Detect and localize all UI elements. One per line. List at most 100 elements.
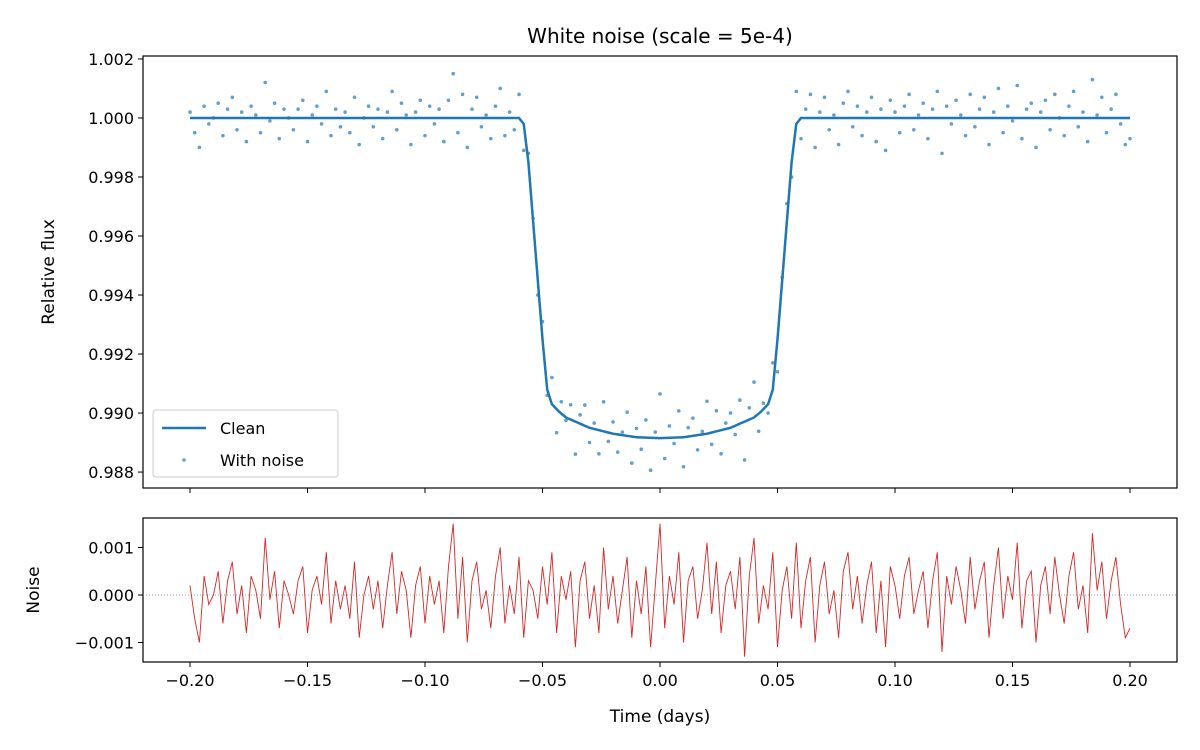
noisy-flux-point <box>554 430 559 435</box>
noisy-flux-point <box>380 136 385 141</box>
noisy-flux-point <box>846 89 850 94</box>
noisy-flux-point <box>239 110 244 114</box>
noisy-flux-point <box>648 468 653 473</box>
noisy-flux-point <box>305 139 310 144</box>
noisy-flux-point <box>695 448 700 452</box>
x-tick-label: −0.15 <box>283 671 332 690</box>
noisy-flux-point <box>634 426 639 431</box>
noisy-flux-point <box>841 101 846 106</box>
axes-frame <box>142 517 1178 663</box>
noisy-flux-point <box>1071 89 1076 94</box>
noisy-flux-point <box>667 424 672 428</box>
noisy-flux-point <box>249 104 253 108</box>
noisy-flux-point <box>709 442 714 447</box>
noisy-flux-point <box>615 450 620 454</box>
noisy-flux-point <box>1123 142 1128 147</box>
noisy-flux-point <box>470 107 474 111</box>
noisy-flux-point <box>592 421 596 425</box>
noisy-flux-point <box>987 142 991 147</box>
noisy-flux-point <box>550 375 554 380</box>
noisy-flux-point <box>456 130 460 135</box>
noisy-flux-point <box>399 101 404 106</box>
noisy-flux-point <box>620 430 625 434</box>
noisy-flux-point <box>1020 136 1024 141</box>
noisy-flux-point <box>301 98 305 103</box>
noisy-flux-point <box>775 369 780 374</box>
noisy-flux-point <box>512 127 517 132</box>
noisy-flux-point <box>799 136 803 141</box>
noisy-flux-point <box>573 452 578 456</box>
noisy-flux-point <box>940 151 944 156</box>
noisy-flux-point <box>329 133 333 138</box>
noisy-flux-point <box>916 113 921 117</box>
noisy-flux-point <box>822 95 827 100</box>
noisy-flux-point <box>738 398 742 402</box>
noisy-flux-point <box>662 456 667 461</box>
noisy-flux-point <box>1024 107 1029 111</box>
noisy-flux-point <box>1109 107 1113 111</box>
noisy-flux-point <box>357 142 362 147</box>
noisy-flux-point <box>192 130 197 135</box>
noisy-flux-point <box>244 139 249 144</box>
x-tick-label: 0.20 <box>1112 671 1148 690</box>
noisy-flux-point <box>310 113 315 117</box>
noisy-flux-point <box>474 95 479 100</box>
noisy-flux-point <box>930 107 935 111</box>
y-tick-label: 0.990 <box>88 404 134 423</box>
noisy-flux-point <box>1090 77 1095 82</box>
noisy-flux-point <box>728 411 733 415</box>
noisy-flux-point <box>756 429 761 434</box>
noisy-flux-point <box>832 113 836 117</box>
noisy-flux-point <box>568 402 573 407</box>
noisy-flux-point <box>376 107 380 111</box>
noisy-flux-point <box>982 95 987 100</box>
noisy-flux-point <box>507 110 512 114</box>
y-tick-label: 0.996 <box>88 227 134 246</box>
noisy-flux-point <box>959 113 963 117</box>
noisy-flux-point <box>761 401 766 406</box>
x-tick-label: 0.10 <box>877 671 913 690</box>
legend-marker-noise <box>182 458 186 462</box>
x-tick-label: −0.20 <box>165 671 214 690</box>
noisy-flux-point <box>479 125 484 129</box>
noisy-flux-point <box>742 458 747 462</box>
noisy-flux-point <box>686 425 690 430</box>
noisy-flux-point <box>836 142 841 147</box>
noisy-flux-point <box>451 71 456 76</box>
noisy-flux-point <box>747 405 752 410</box>
noisy-flux-point <box>1128 136 1132 141</box>
noisy-flux-point <box>390 89 394 94</box>
noisy-flux-point <box>991 110 996 114</box>
noisy-flux-point <box>268 119 272 123</box>
noisy-flux-point <box>977 107 982 111</box>
noisy-flux-point <box>404 113 409 117</box>
noisy-flux-point <box>338 125 343 129</box>
noisy-flux-point <box>813 145 817 150</box>
y-tick-label: −0.001 <box>75 634 134 653</box>
noisy-flux-point <box>427 104 432 108</box>
noisy-flux-point <box>188 110 192 114</box>
noisy-flux-point <box>282 107 286 111</box>
chart-title: White noise (scale = 5e-4) <box>527 24 793 48</box>
noisy-flux-point <box>912 127 916 132</box>
noisy-flux-point <box>319 122 324 126</box>
noisy-flux-point <box>559 399 564 404</box>
noisy-flux-point <box>254 113 258 117</box>
noisy-flux-point <box>611 420 615 424</box>
noisy-flux-point <box>705 399 709 404</box>
legend-label-noise: With noise <box>220 451 304 470</box>
noisy-flux-point <box>869 95 874 100</box>
noisy-flux-point <box>1001 130 1005 135</box>
noisy-flux-point <box>521 148 526 153</box>
noisy-flux-point <box>272 101 277 106</box>
noisy-flux-point <box>949 122 954 126</box>
noisy-flux-point <box>348 130 352 135</box>
noisy-flux-point <box>583 403 587 407</box>
noisy-flux-point <box>207 122 211 126</box>
noisy-flux-point <box>672 441 676 446</box>
noisy-flux-point <box>1053 92 1057 97</box>
noisy-flux-point <box>973 125 977 129</box>
noisy-flux-point <box>897 130 902 135</box>
noisy-flux-point <box>907 92 911 97</box>
